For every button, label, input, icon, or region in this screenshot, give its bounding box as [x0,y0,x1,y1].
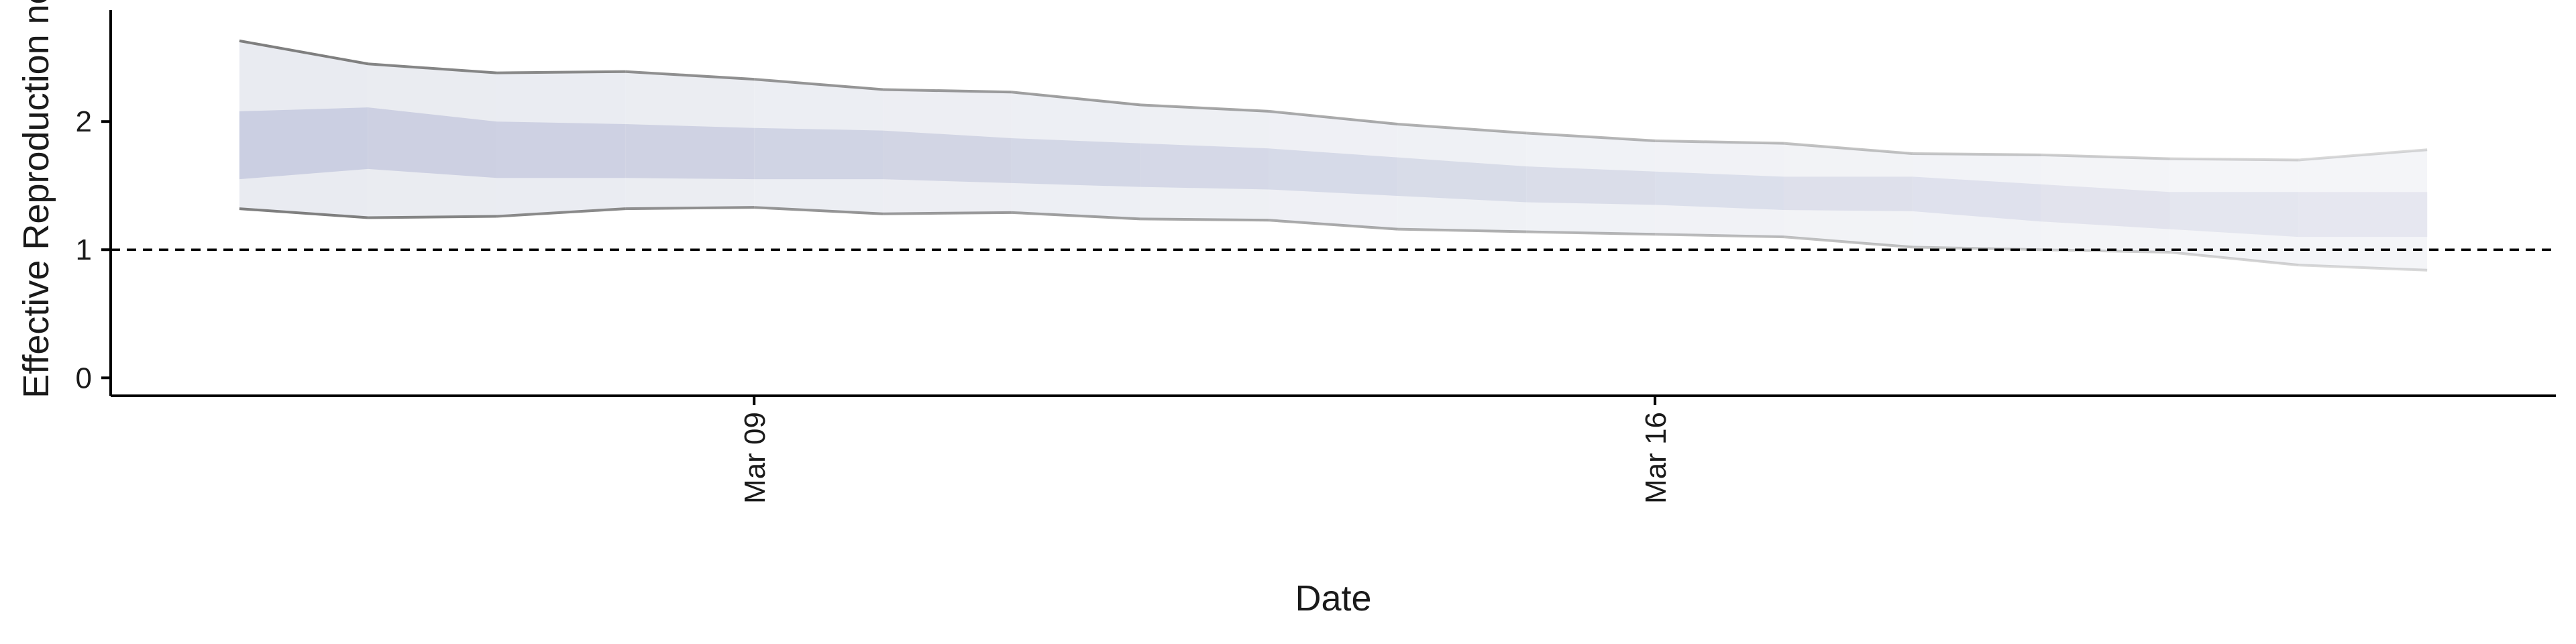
y-tick-label: 1 [76,233,92,266]
upper-bound-segment [1783,142,1913,155]
upper-bound-segment [496,70,626,74]
band-50-segment [625,124,755,180]
band-50-segment [1140,143,1269,190]
lower-bound-segment [1526,230,1656,236]
upper-bound-segment [2041,153,2170,160]
upper-bound-segment [2298,148,2428,162]
lower-bound-segment [1269,219,1398,231]
band-90-segment [2041,154,2170,253]
band-50-segment [2298,192,2428,237]
upper-bound-segment [1140,103,1269,113]
band-50-segment [754,127,883,180]
band-50-segment [496,121,626,178]
lower-bound-segment [2169,251,2299,267]
upper-bound-segment [883,88,1012,94]
band-50-segment [1269,148,1398,196]
lower-bound-segment [1783,235,1913,249]
band-90-segment [2298,150,2428,270]
band-90-segment [2169,158,2299,266]
lower-bound-segment [625,206,755,211]
lower-bound-segment [1011,211,1140,221]
lower-bound-segment [754,206,883,215]
upper-bound-segment [1397,123,1527,135]
band-50-segment [1526,166,1656,205]
band-50-segment [2041,184,2170,229]
band-50-segment [239,107,368,180]
lower-bound-segment [368,215,497,219]
y-axis-ticks: 0 1 2 [76,105,111,394]
credible-interval-bands [239,40,2428,270]
y-axis-title: Effective Reproduction no. [16,0,56,398]
band-50-segment [1011,138,1140,187]
lower-bound-segment [239,207,368,219]
x-tick-label: Mar 16 [1640,412,1672,504]
upper-bound-segment [2169,157,2299,162]
lower-bound-segment [1397,227,1527,233]
upper-bound-segment [1912,152,2041,156]
band-50-segment [1912,176,2041,222]
lower-bound-segment [496,207,626,218]
lower-bound-segment [2298,264,2428,272]
band-50-segment [2169,192,2299,237]
upper-bound-segment [1655,139,1784,145]
band-50-segment [368,107,497,178]
x-axis-ticks: Mar 09 Mar 16 [739,396,1672,504]
upper-bound-segment [239,39,369,66]
band-50-segment [1655,171,1784,211]
band-90-segment [1783,143,1913,248]
interval-bound-lines [239,39,2428,272]
upper-bound-segment [1269,109,1398,126]
upper-bound-segment [754,78,883,91]
y-tick-label: 2 [76,105,92,138]
lower-bound-segment [1655,233,1784,239]
x-axis-title: Date [1295,578,1371,619]
lower-bound-segment [883,211,1012,215]
band-50-segment [1783,176,1913,211]
band-90-segment [1912,153,2041,250]
lower-bound-segment [1140,217,1269,222]
upper-bound-segment [625,70,755,81]
axes [109,10,2556,397]
x-tick-label: Mar 09 [739,412,771,504]
y-tick-label: 0 [76,362,92,394]
upper-bound-segment [1011,91,1140,107]
band-50-segment [883,130,1012,183]
upper-bound-segment [1526,131,1656,142]
upper-bound-segment [368,62,497,74]
band-50-segment [1397,157,1527,203]
